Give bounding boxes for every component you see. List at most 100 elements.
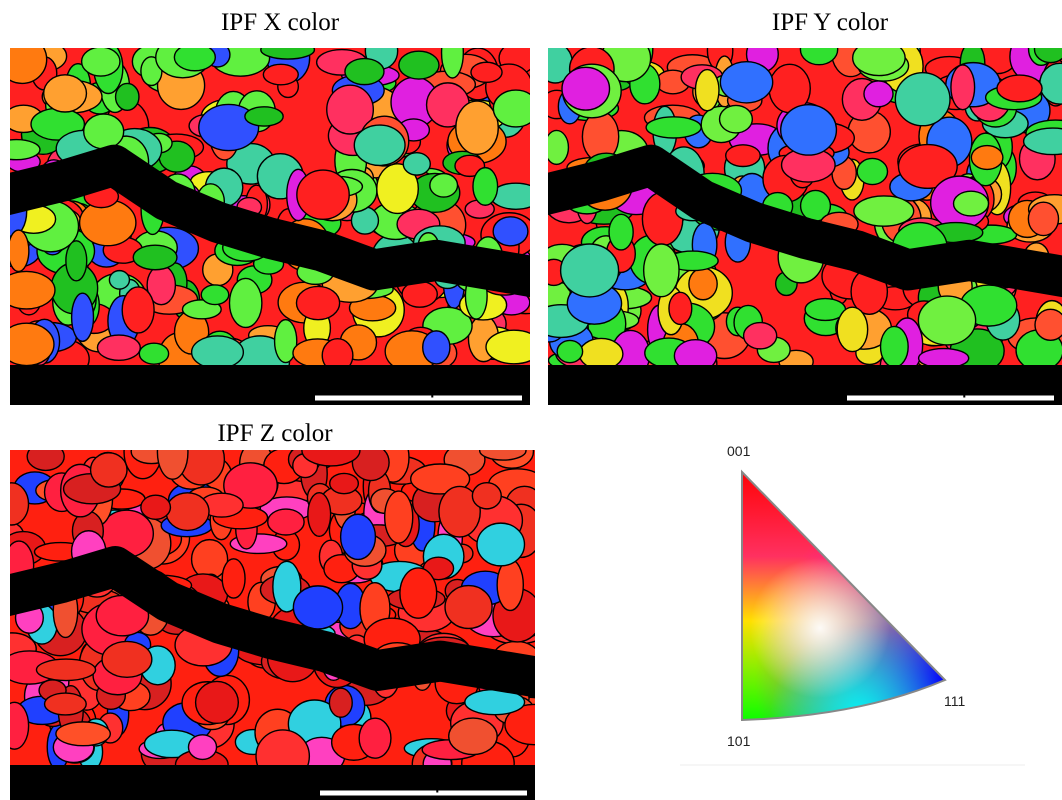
- panel-title: IPF Z color: [217, 420, 333, 447]
- grain: [188, 735, 216, 760]
- page: {"panels": [ {"title": "IPF X color", "s…: [0, 0, 1062, 800]
- ebsd-map: [530, 27, 1062, 388]
- grain: [471, 62, 502, 82]
- grain: [84, 114, 124, 149]
- grain: [56, 722, 110, 746]
- grain: [97, 335, 140, 360]
- grain: [122, 287, 154, 333]
- ebsd-map: [0, 28, 551, 387]
- grain: [918, 296, 975, 345]
- grain: [0, 35, 47, 83]
- ebsd-map: [0, 425, 562, 785]
- grain: [0, 702, 28, 749]
- grain: [44, 75, 87, 112]
- grain: [445, 586, 492, 629]
- grain: [695, 70, 719, 111]
- grain: [36, 659, 95, 680]
- grain: [477, 523, 524, 566]
- grain: [192, 336, 244, 369]
- grain: [0, 271, 55, 309]
- grain: [800, 34, 837, 65]
- grain: [864, 81, 893, 107]
- grain: [174, 44, 215, 71]
- grain: [27, 443, 64, 471]
- grain: [8, 230, 29, 271]
- grain: [0, 323, 54, 365]
- ipf-label: 111: [944, 693, 965, 709]
- scale-bar-label: 10 μm: [930, 371, 995, 398]
- grain: [141, 495, 171, 519]
- grain: [781, 105, 837, 155]
- scale-bar-label: 10 μm: [403, 766, 468, 793]
- grain: [442, 28, 464, 78]
- grain: [139, 343, 168, 364]
- grain: [609, 214, 633, 250]
- grain: [109, 271, 129, 289]
- grain: [400, 568, 437, 618]
- grain: [881, 326, 909, 367]
- panel-title: IPF X color: [221, 9, 340, 36]
- grain: [66, 241, 87, 281]
- grain: [545, 130, 569, 164]
- grain: [720, 62, 772, 103]
- grain: [385, 491, 413, 543]
- grain: [562, 67, 610, 110]
- grain: [82, 47, 120, 76]
- ipf-label: 001: [727, 443, 751, 459]
- ipf-legend: 001 101 111: [680, 443, 1025, 765]
- grain: [951, 65, 975, 110]
- grain: [403, 153, 430, 175]
- panel-title: IPF Y color: [772, 9, 889, 36]
- grain: [744, 323, 777, 349]
- grain: [473, 168, 498, 206]
- grain: [919, 349, 969, 368]
- grain: [263, 64, 298, 84]
- grain: [359, 718, 391, 758]
- grain: [579, 338, 622, 369]
- grain: [345, 59, 384, 85]
- grain: [895, 73, 950, 126]
- grain: [423, 331, 450, 364]
- grain: [166, 493, 209, 531]
- grain: [0, 483, 29, 525]
- grain: [997, 75, 1042, 102]
- grain: [689, 268, 717, 300]
- grain: [0, 140, 40, 160]
- grain: [341, 514, 376, 559]
- grain: [480, 441, 526, 460]
- grain: [854, 196, 914, 226]
- grain: [837, 307, 867, 351]
- grain: [644, 244, 679, 297]
- scale-bar-label: 10 μm: [398, 371, 463, 398]
- grain: [157, 425, 188, 479]
- grain: [297, 170, 349, 219]
- grain: [726, 145, 761, 167]
- grain: [456, 101, 498, 154]
- grain: [430, 173, 458, 197]
- ipf-label: 101: [727, 733, 751, 749]
- grain: [196, 681, 239, 723]
- grain: [497, 559, 523, 610]
- grain: [268, 509, 304, 535]
- grain: [229, 278, 261, 327]
- grain: [102, 641, 152, 677]
- grain: [493, 217, 528, 246]
- grain: [245, 107, 283, 126]
- grain: [472, 483, 501, 509]
- grain: [399, 51, 439, 79]
- grain: [720, 105, 753, 132]
- ipf-triangle-fill: [730, 465, 960, 725]
- grain: [308, 493, 331, 537]
- grain: [222, 559, 245, 598]
- grain: [557, 340, 582, 362]
- grain: [352, 444, 389, 480]
- grain: [329, 688, 352, 717]
- grain: [354, 125, 405, 165]
- grain: [486, 330, 542, 364]
- grain: [91, 453, 127, 487]
- grain: [646, 117, 701, 138]
- grain: [1034, 36, 1062, 63]
- grain: [293, 586, 342, 629]
- grain: [857, 158, 887, 184]
- grain: [971, 146, 1003, 170]
